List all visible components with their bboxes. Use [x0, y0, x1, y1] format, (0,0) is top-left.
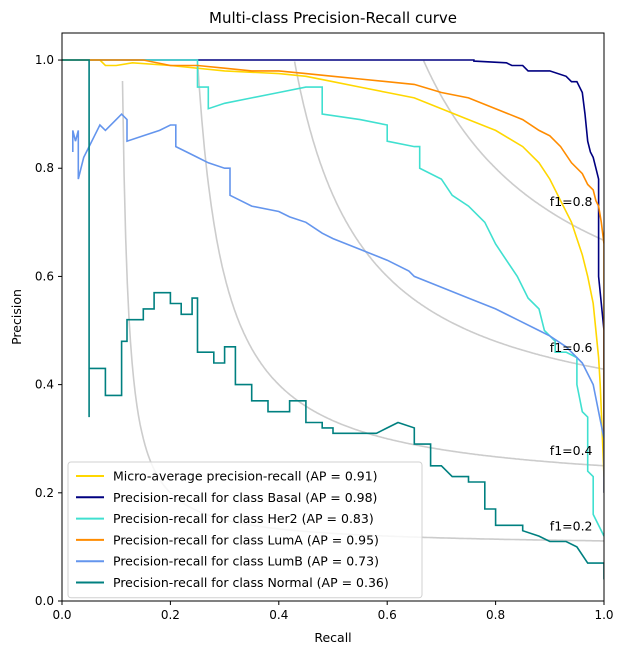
series-line [62, 59, 604, 537]
chart-title: Multi-class Precision-Recall curve [209, 9, 457, 27]
series-line [62, 59, 604, 434]
legend-entry: Micro-average precision-recall (AP = 0.9… [113, 469, 378, 484]
legend-box [67, 461, 423, 599]
series-line [62, 59, 604, 580]
x-tick-label: 0.4 [269, 608, 288, 622]
iso-f1-curve [293, 61, 604, 370]
iso-f1-curve [422, 60, 604, 242]
y-axis-label: Precision [9, 289, 24, 345]
series-line [62, 59, 604, 477]
y-tick-label: 0.0 [35, 594, 54, 608]
x-axis-ticks: 0.0 0.2 0.4 0.6 0.8 1.0 [52, 601, 614, 622]
y-tick-label: 0.6 [35, 269, 54, 283]
series-line [62, 59, 604, 493]
x-tick-label: 0.0 [52, 608, 71, 622]
y-tick-label: 0.2 [35, 486, 54, 500]
legend-entry: Precision-recall for class Her2 (AP = 0.… [113, 511, 374, 526]
iso-f1-label: f1=0.2 [550, 519, 593, 534]
iso-f1-curve [197, 64, 604, 467]
iso-f1-label: f1=0.8 [550, 194, 593, 209]
iso-f1-label: f1=0.4 [550, 443, 593, 458]
legend-entry: Precision-recall for class LumB (AP = 0.… [113, 554, 379, 569]
x-tick-label: 0.2 [161, 608, 180, 622]
x-tick-label: 0.8 [486, 608, 505, 622]
legend: Micro-average precision-recall (AP = 0.9… [67, 461, 423, 599]
x-axis-label: Recall [314, 630, 351, 645]
y-axis-ticks: 0.0 0.2 0.4 0.6 0.8 1.0 [35, 53, 62, 608]
y-tick-label: 0.4 [35, 378, 54, 392]
iso-f1-labels: f1=0.2 f1=0.4 f1=0.6 f1=0.8 [550, 194, 593, 534]
series-line [72, 112, 604, 493]
legend-entry: Precision-recall for class Normal (AP = … [113, 575, 389, 590]
x-tick-label: 1.0 [594, 608, 613, 622]
series-lines [62, 59, 604, 580]
legend-entry: Precision-recall for class Basal (AP = 0… [113, 490, 377, 505]
legend-entry: Precision-recall for class LumA (AP = 0.… [113, 532, 379, 547]
y-tick-label: 1.0 [35, 53, 54, 67]
y-tick-label: 0.8 [35, 161, 54, 175]
x-tick-label: 0.6 [378, 608, 397, 622]
iso-f1-label: f1=0.6 [550, 340, 593, 355]
plot-frame [61, 32, 605, 602]
